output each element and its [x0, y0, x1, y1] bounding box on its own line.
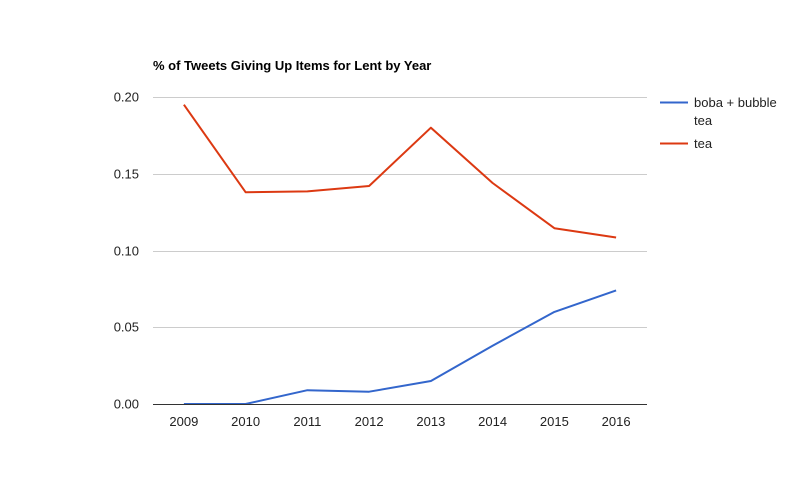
x-tick-label: 2012 [355, 414, 384, 429]
y-axis-ticks: 0.00 0.05 0.10 0.15 0.20 [114, 90, 139, 412]
series-line-tea [183, 104, 617, 239]
grid [153, 97, 647, 328]
chart-title: % of Tweets Giving Up Items for Lent by … [153, 58, 431, 73]
y-tick-label: 0.15 [114, 167, 139, 182]
x-tick-label: 2015 [540, 414, 569, 429]
legend-label-tea: tea [694, 136, 713, 151]
series [183, 104, 617, 405]
legend-label-boba-bubble-tea: tea [694, 113, 713, 128]
x-axis-ticks: 2009 2010 2011 2012 2013 2014 2015 2016 [169, 414, 630, 429]
legend-label-boba-bubble-tea: boba + bubble [694, 95, 777, 110]
y-tick-label: 0.00 [114, 397, 139, 412]
y-tick-label: 0.05 [114, 320, 139, 335]
x-tick-label: 2010 [231, 414, 260, 429]
x-tick-label: 2014 [478, 414, 507, 429]
x-tick-label: 2013 [416, 414, 445, 429]
x-tick-label: 2016 [602, 414, 631, 429]
x-tick-label: 2009 [169, 414, 198, 429]
series-line-boba-bubble-tea [183, 289, 617, 405]
legend: boba + bubble tea tea [660, 95, 777, 151]
x-tick-label: 2011 [293, 414, 321, 429]
y-tick-label: 0.20 [114, 90, 139, 105]
y-tick-label: 0.10 [114, 244, 139, 259]
